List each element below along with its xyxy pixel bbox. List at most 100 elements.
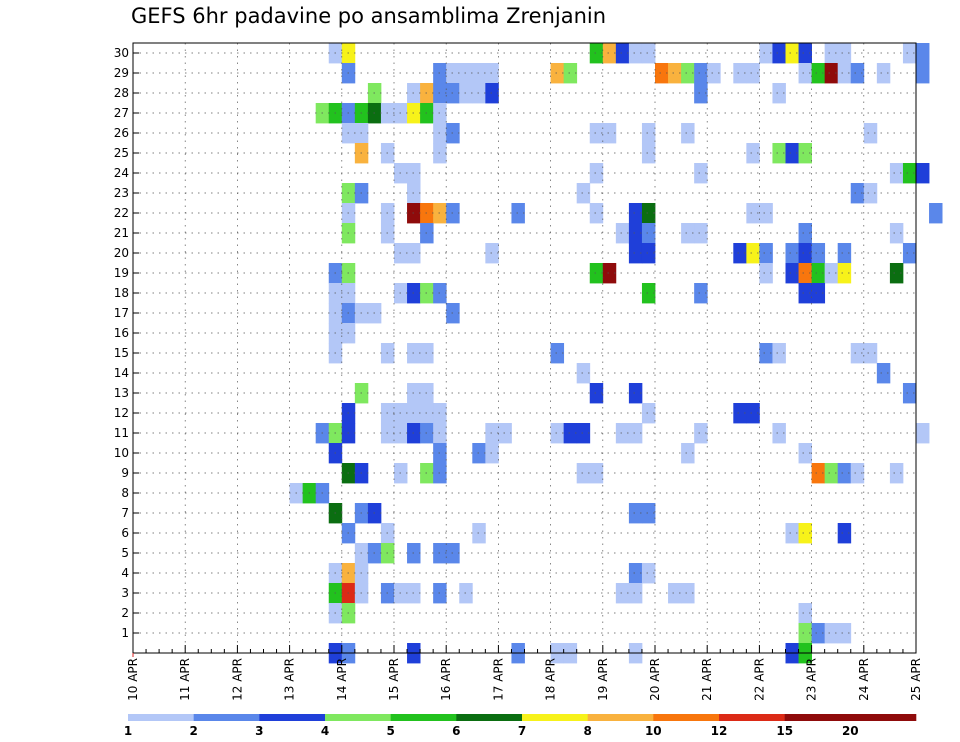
heatmap-cell xyxy=(628,243,643,264)
heatmap-cell xyxy=(655,63,669,84)
colorbar-swatch xyxy=(128,714,194,721)
y-tick-label: 24 xyxy=(114,166,129,180)
x-tick-label: 24 APR xyxy=(857,658,871,701)
x-tick-label: 16 APR xyxy=(439,658,453,701)
heatmap-cell xyxy=(785,143,799,164)
y-tick-label: 17 xyxy=(114,306,129,320)
heatmap-cell xyxy=(694,163,708,184)
heatmap-cell xyxy=(589,383,604,404)
heatmap-cell xyxy=(681,123,695,144)
heatmap-cell xyxy=(681,63,695,84)
colorbar-label: 20 xyxy=(842,724,859,738)
heatmap-cell xyxy=(824,63,839,84)
heatmap-cell xyxy=(641,143,656,164)
heatmap-cell xyxy=(746,243,760,264)
heatmap-cell xyxy=(615,223,630,244)
heatmap-cell xyxy=(628,383,643,404)
heatmap-cell xyxy=(641,123,656,144)
heatmap-cell xyxy=(850,183,865,204)
x-tick-label: 11 APR xyxy=(178,658,192,701)
colorbar-label: 8 xyxy=(584,724,592,738)
heatmap-cell xyxy=(746,203,760,224)
heatmap-cell xyxy=(889,223,904,244)
y-tick-label: 21 xyxy=(114,226,129,240)
y-tick-label: 30 xyxy=(114,46,129,60)
y-tick-label: 9 xyxy=(121,466,129,480)
heatmap-cell xyxy=(785,43,799,64)
y-tick-label: 28 xyxy=(114,86,129,100)
heatmap-cell xyxy=(485,443,499,464)
heatmap-cell xyxy=(485,83,499,104)
heatmap-cell xyxy=(485,423,499,444)
heatmap-cell xyxy=(759,243,773,264)
y-tick-label: 2 xyxy=(121,606,129,620)
heatmap-cell xyxy=(641,43,656,64)
heatmap-cell xyxy=(889,263,904,284)
x-tick-label: 23 APR xyxy=(805,658,819,701)
heatmap-cell xyxy=(576,463,591,484)
heatmap-cell xyxy=(850,63,865,84)
y-tick-label: 15 xyxy=(114,346,129,360)
heatmap-cell xyxy=(589,163,604,184)
heatmap-cell xyxy=(694,83,708,104)
heatmap-cell xyxy=(472,523,486,544)
heatmap-cell xyxy=(602,43,617,64)
heatmap-cell xyxy=(798,243,812,264)
heatmap-cell xyxy=(902,43,917,64)
heatmap-cell xyxy=(798,43,812,64)
heatmap-cell xyxy=(759,343,773,364)
y-tick-label: 22 xyxy=(114,206,129,220)
heatmap-cell xyxy=(772,43,786,64)
heatmap-cell xyxy=(746,63,760,84)
heatmap-cell xyxy=(681,583,695,604)
heatmap-cell xyxy=(641,563,656,584)
heatmap-cell xyxy=(694,283,708,304)
colorbar-label: 4 xyxy=(321,724,329,738)
colorbar-swatch xyxy=(522,714,588,721)
heatmap-cell xyxy=(850,343,865,364)
y-tick-label: 18 xyxy=(114,286,129,300)
heatmap-cell xyxy=(798,603,812,624)
colorbar-label: 10 xyxy=(645,724,662,738)
heatmap-cell xyxy=(733,243,747,264)
heatmap-cell xyxy=(681,443,695,464)
heatmap-cell xyxy=(498,423,512,444)
heatmap-cell xyxy=(811,623,826,644)
x-tick-label: 25 APR xyxy=(909,658,923,701)
colorbar-swatch xyxy=(259,714,326,721)
heatmap-cell xyxy=(811,63,826,84)
heatmap-cell xyxy=(798,63,812,84)
y-tick-label: 25 xyxy=(114,146,129,160)
y-tick-label: 6 xyxy=(121,526,129,540)
heatmap-cell xyxy=(733,63,747,84)
heatmap-cell xyxy=(563,423,578,444)
heatmap-cell xyxy=(641,223,656,244)
heatmap-cell xyxy=(798,223,812,244)
y-tick-label: 3 xyxy=(121,586,129,600)
heatmap-cell xyxy=(694,223,708,244)
y-axis: 1234567891011121314151617181920212223242… xyxy=(114,46,139,640)
heatmap-cell xyxy=(837,623,852,644)
y-tick-label: 29 xyxy=(114,66,129,80)
heatmap-cell xyxy=(707,63,721,84)
heatmap-cell xyxy=(824,263,839,284)
heatmap-cell xyxy=(902,243,917,264)
heatmap-cell xyxy=(628,223,643,244)
colorbar-swatch xyxy=(325,714,391,721)
x-tick-label: 15 APR xyxy=(387,658,401,701)
heatmap-cell xyxy=(694,63,708,84)
heatmap-cell xyxy=(837,463,852,484)
heatmap-cell xyxy=(628,583,643,604)
heatmap-cell xyxy=(798,623,812,644)
heatmap-cell xyxy=(759,203,773,224)
colorbar-label: 6 xyxy=(452,724,460,738)
heatmap-cell xyxy=(759,263,773,284)
heatmap-cell xyxy=(641,283,656,304)
heatmap-cell xyxy=(811,263,826,284)
heatmap-cell xyxy=(589,463,604,484)
y-tick-label: 4 xyxy=(121,566,129,580)
colorbar-swatch xyxy=(587,714,654,721)
heatmap-cell xyxy=(641,403,656,424)
heatmap-cell xyxy=(811,463,826,484)
heatmap-cell xyxy=(746,403,760,424)
